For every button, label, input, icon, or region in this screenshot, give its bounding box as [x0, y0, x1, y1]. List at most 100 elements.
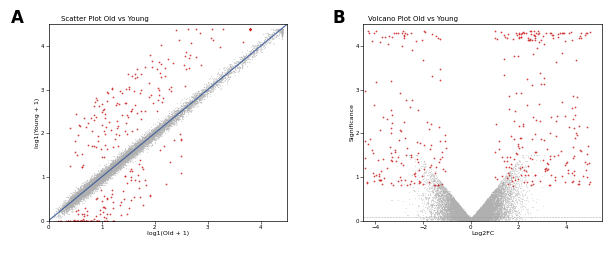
Point: [102, 169, 112, 174]
Point: [81, 192, 91, 196]
Point: [468, 218, 478, 222]
Point: [497, 211, 506, 215]
Point: [95, 182, 105, 187]
Point: [473, 216, 483, 220]
Point: [494, 192, 503, 197]
Point: [469, 215, 478, 219]
Point: [74, 199, 84, 203]
Point: [485, 215, 494, 220]
Point: [63, 200, 72, 204]
Point: [260, 35, 270, 39]
Point: [466, 218, 475, 222]
Point: [71, 197, 80, 201]
Point: [122, 154, 132, 158]
Point: [102, 174, 111, 178]
Point: [472, 212, 482, 216]
Point: [136, 140, 146, 144]
Point: [492, 208, 502, 212]
Point: [488, 210, 498, 214]
Point: [176, 108, 185, 112]
Point: [468, 216, 478, 220]
Point: [562, 161, 572, 165]
Point: [164, 115, 173, 119]
Point: [148, 130, 158, 134]
Point: [465, 216, 474, 220]
Point: [485, 206, 494, 210]
Point: [184, 104, 194, 109]
Point: [130, 148, 139, 152]
Point: [445, 208, 455, 212]
Point: [466, 217, 476, 221]
Point: [112, 158, 122, 162]
Point: [94, 172, 103, 176]
Point: [480, 215, 489, 220]
Point: [465, 217, 475, 221]
Point: [489, 205, 499, 210]
Point: [67, 201, 77, 205]
Point: [143, 133, 153, 137]
Point: [98, 205, 108, 209]
Point: [466, 217, 476, 222]
Point: [126, 148, 136, 152]
Point: [458, 217, 468, 221]
Point: [483, 210, 492, 214]
Point: [468, 218, 477, 222]
Point: [488, 194, 498, 198]
Point: [444, 197, 454, 201]
Point: [517, 162, 527, 167]
Point: [78, 192, 88, 196]
Point: [106, 166, 116, 170]
Point: [171, 113, 181, 118]
Point: [98, 170, 108, 174]
Point: [277, 32, 287, 37]
Point: [467, 217, 477, 222]
Point: [118, 152, 128, 157]
Point: [120, 129, 130, 133]
Point: [255, 39, 264, 44]
Point: [485, 209, 494, 213]
Point: [497, 201, 506, 205]
Point: [477, 206, 486, 210]
Point: [232, 65, 242, 70]
Point: [70, 199, 80, 203]
Point: [387, 121, 397, 125]
Point: [109, 168, 119, 172]
Point: [459, 210, 469, 214]
Point: [168, 118, 178, 122]
Point: [94, 173, 103, 178]
Point: [446, 205, 455, 210]
Point: [506, 196, 516, 200]
Point: [471, 212, 481, 217]
Point: [495, 203, 505, 207]
Point: [102, 175, 112, 179]
Point: [168, 120, 178, 124]
Point: [445, 217, 455, 221]
Point: [100, 173, 110, 177]
Point: [472, 211, 482, 215]
Point: [514, 211, 523, 215]
Point: [459, 214, 469, 218]
Point: [65, 207, 75, 212]
Point: [436, 183, 446, 187]
Point: [480, 202, 489, 206]
Point: [451, 205, 460, 210]
Point: [486, 208, 496, 212]
Point: [109, 162, 119, 167]
Point: [461, 215, 471, 220]
Point: [436, 195, 446, 199]
Point: [175, 111, 185, 115]
Point: [430, 171, 440, 176]
Point: [467, 218, 477, 222]
Point: [489, 212, 499, 216]
Point: [456, 206, 466, 210]
Point: [477, 212, 487, 216]
Point: [504, 181, 514, 186]
Point: [545, 183, 554, 188]
Point: [486, 213, 496, 217]
Point: [437, 207, 447, 211]
Point: [133, 148, 143, 153]
Point: [185, 103, 195, 108]
Point: [173, 113, 182, 117]
Point: [445, 215, 455, 219]
Point: [485, 194, 495, 198]
